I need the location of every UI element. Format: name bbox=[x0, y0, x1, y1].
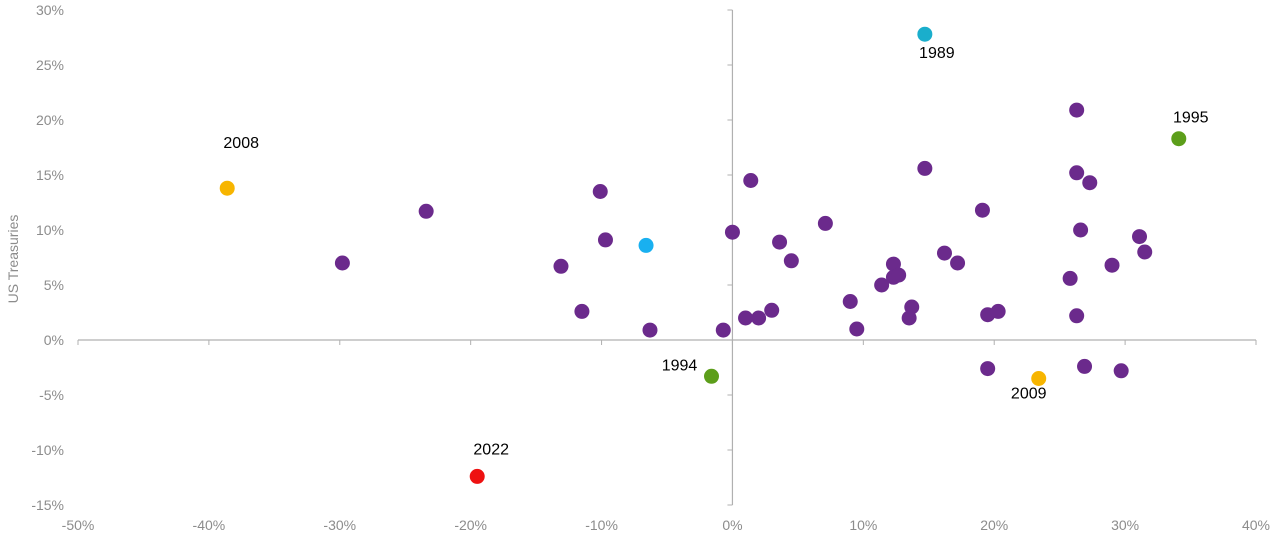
data-point bbox=[724, 224, 740, 240]
point-label-2008: 2008 bbox=[223, 135, 259, 152]
point-2008 bbox=[219, 180, 235, 196]
point-2009 bbox=[1031, 371, 1047, 386]
data-point bbox=[1062, 270, 1078, 286]
data-point bbox=[950, 255, 966, 271]
data-point bbox=[904, 299, 920, 315]
data-point bbox=[715, 322, 731, 338]
data-point bbox=[642, 322, 658, 338]
data-point bbox=[1073, 222, 1089, 238]
point-1994 bbox=[704, 368, 720, 384]
data-point bbox=[849, 321, 865, 337]
x-tick-label: -10% bbox=[585, 517, 618, 533]
data-point bbox=[638, 237, 654, 253]
data-point bbox=[772, 234, 788, 250]
data-point bbox=[574, 303, 590, 319]
y-tick-label: 10% bbox=[36, 222, 64, 238]
data-point bbox=[1113, 363, 1129, 379]
x-tick-label: -50% bbox=[62, 517, 95, 533]
x-tick-label: 30% bbox=[1111, 517, 1139, 533]
point-label-2022: 2022 bbox=[473, 441, 509, 458]
point-label-1989: 1989 bbox=[919, 45, 955, 62]
data-point bbox=[1077, 358, 1093, 374]
x-tick-label: 40% bbox=[1242, 517, 1270, 533]
x-tick-label: 0% bbox=[722, 517, 742, 533]
tick-labels-layer: -50% -40% -30% -20% -10% 0% 10% 20% 30% 40% -15% -1… bbox=[31, 2, 1270, 533]
data-point bbox=[842, 294, 858, 309]
data-point bbox=[738, 310, 754, 326]
data-point bbox=[597, 232, 613, 248]
data-point bbox=[1069, 102, 1085, 118]
data-point bbox=[917, 160, 933, 176]
point-1989 bbox=[917, 26, 933, 42]
point-2022 bbox=[469, 468, 485, 484]
data-point bbox=[1132, 229, 1148, 245]
point-label-1995: 1995 bbox=[1173, 110, 1209, 127]
axes-layer bbox=[77, 9, 1257, 506]
data-point bbox=[418, 203, 434, 219]
x-tick-label: -30% bbox=[323, 517, 356, 533]
data-point bbox=[980, 361, 996, 377]
data-point bbox=[1082, 175, 1098, 191]
data-point bbox=[1069, 165, 1085, 181]
data-point bbox=[764, 302, 780, 318]
x-tick-label: 10% bbox=[849, 517, 877, 533]
data-point bbox=[334, 255, 350, 271]
y-tick-label: 0% bbox=[44, 332, 64, 348]
data-point bbox=[817, 215, 833, 231]
x-tick-label: 20% bbox=[980, 517, 1008, 533]
data-point bbox=[592, 184, 608, 199]
data-point bbox=[1104, 257, 1120, 273]
data-point bbox=[783, 253, 799, 269]
point-1995 bbox=[1171, 131, 1187, 147]
x-tick-label: -20% bbox=[454, 517, 487, 533]
point-label-1994: 1994 bbox=[662, 357, 698, 374]
data-point bbox=[751, 310, 767, 326]
y-tick-label: 30% bbox=[36, 2, 64, 18]
data-point bbox=[553, 258, 569, 274]
y-tick-label: 15% bbox=[36, 167, 64, 183]
data-point bbox=[743, 173, 759, 188]
x-tick-label: -40% bbox=[193, 517, 226, 533]
y-tick-label: -5% bbox=[39, 387, 64, 403]
annotation-labels-layer: 2008 2009 2022 1994 1995 1989 bbox=[223, 45, 1208, 458]
y-tick-label: 5% bbox=[44, 277, 64, 293]
data-point bbox=[891, 267, 907, 283]
data-point bbox=[1069, 308, 1085, 324]
y-tick-label: -10% bbox=[31, 442, 64, 458]
data-point bbox=[1137, 244, 1153, 260]
data-point bbox=[936, 245, 952, 261]
data-point bbox=[874, 277, 890, 293]
y-axis-title: US Treasuries bbox=[5, 215, 21, 304]
y-tick-label: 20% bbox=[36, 112, 64, 128]
y-tick-label: 25% bbox=[36, 57, 64, 73]
data-point bbox=[990, 303, 1006, 319]
data-point bbox=[974, 202, 990, 218]
points-layer bbox=[219, 26, 1187, 484]
y-tick-label: -15% bbox=[31, 497, 64, 513]
point-label-2009: 2009 bbox=[1011, 386, 1047, 403]
